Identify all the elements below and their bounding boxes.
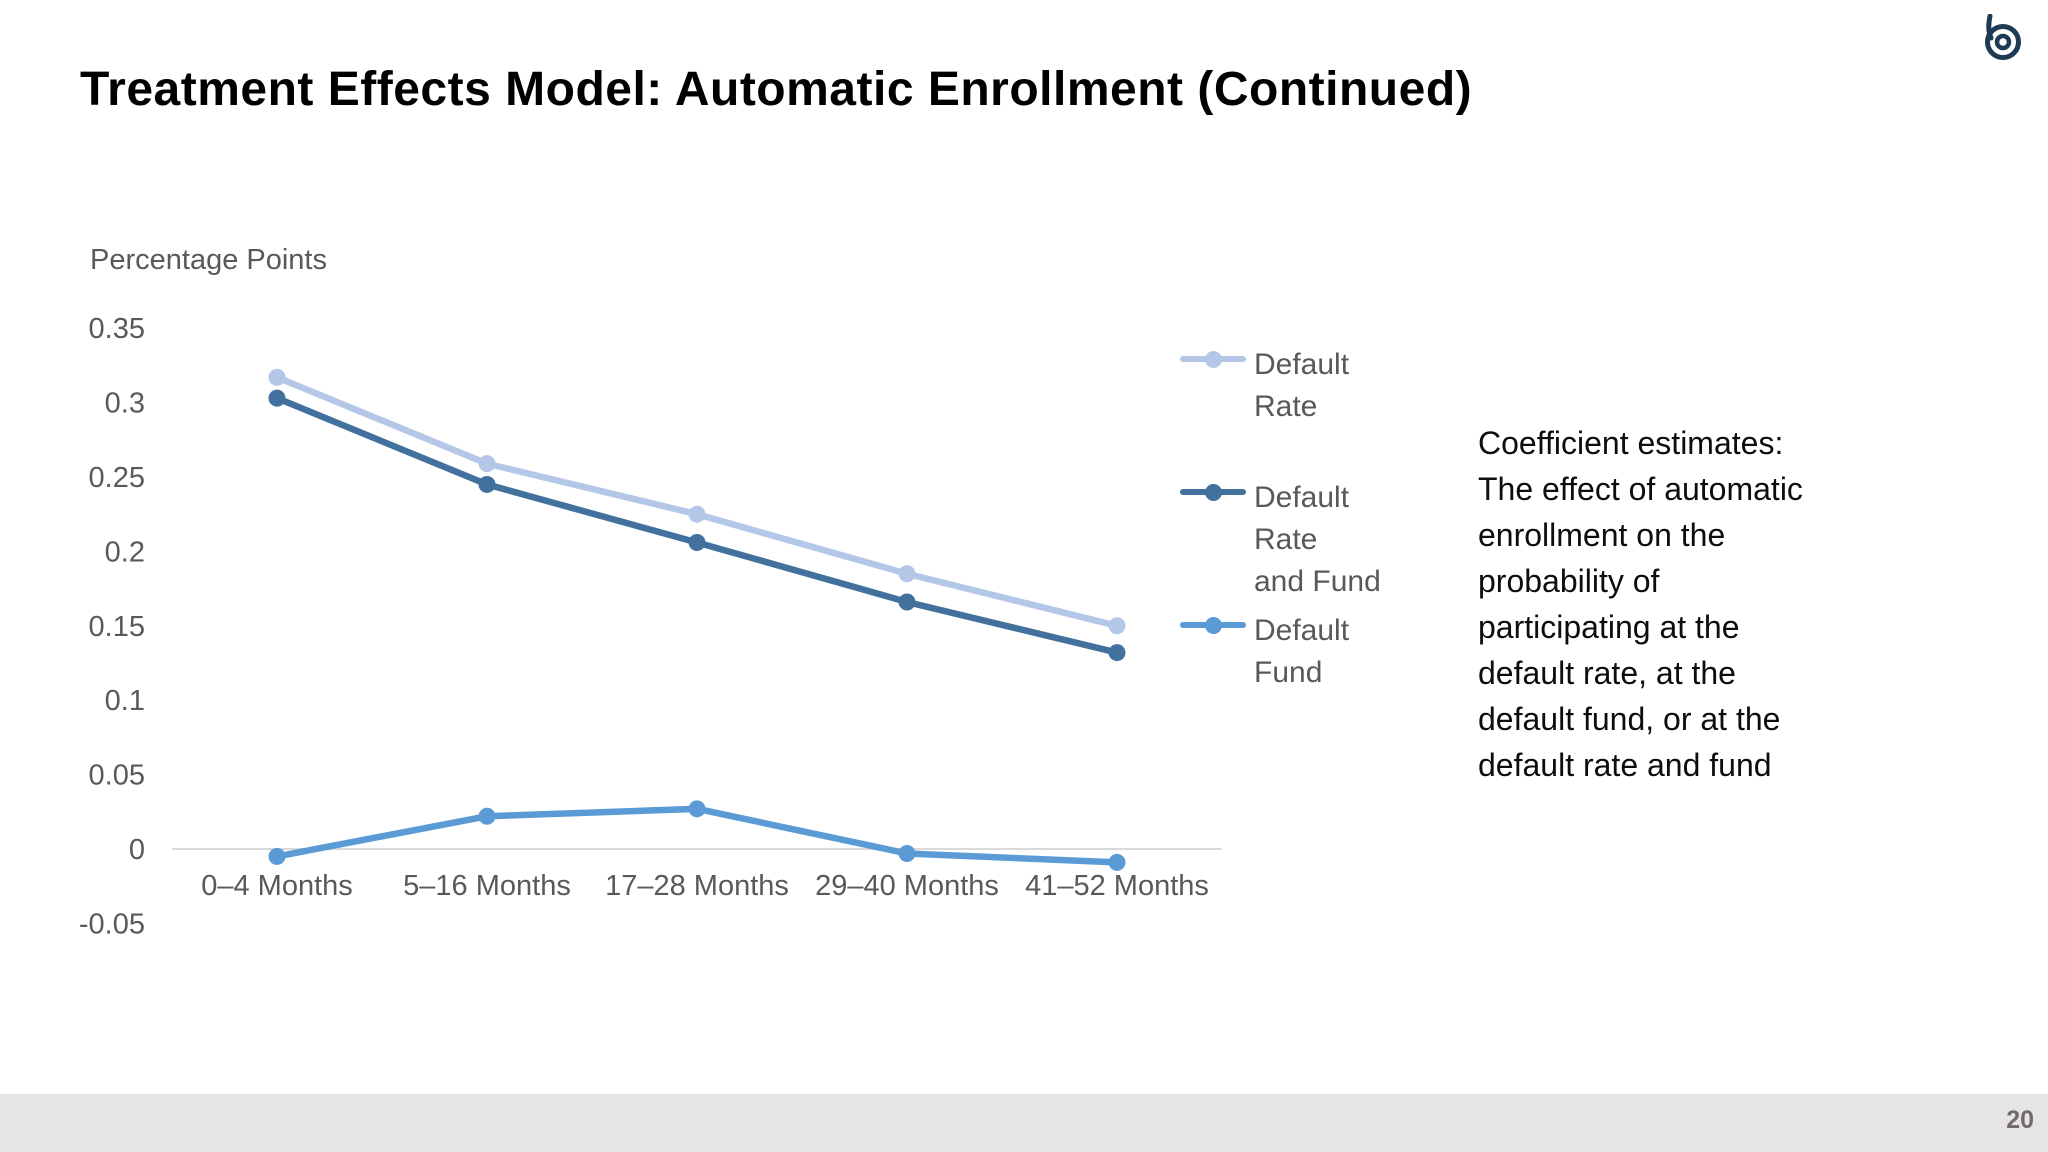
data-point-marker	[688, 505, 706, 523]
x-axis-tick-label: 29–40 Months	[815, 870, 999, 902]
series-line	[273, 394, 1121, 656]
data-point-marker	[478, 475, 496, 493]
x-axis-tick-label: 41–52 Months	[1025, 870, 1209, 902]
page-number: 20	[2006, 1106, 2034, 1134]
data-point-marker	[1108, 617, 1126, 635]
b-spiral-logo-icon	[1985, 14, 2021, 60]
y-axis-tick-label: 0.35	[89, 313, 145, 345]
data-point-marker	[268, 368, 286, 386]
series-line	[273, 374, 1121, 630]
y-axis-tick-label: 0.15	[89, 611, 145, 643]
data-point-marker	[1108, 853, 1126, 871]
data-point-marker	[1108, 644, 1126, 662]
data-point-marker	[268, 389, 286, 407]
legend-item-default-fund: Default Fund	[1180, 610, 1349, 694]
data-point-marker	[268, 847, 286, 865]
y-axis-tick-label: 0.25	[89, 462, 145, 494]
y-axis-tick-label: 0.2	[105, 536, 145, 568]
chart-plot-area: 0.35 0.3 0.25 0.2 0.15 0.1 0.05 0 -0.05 0–4 Month…	[79, 313, 1222, 940]
data-point-marker	[898, 565, 916, 583]
line-chart: Percentage Points 0.35 0.3 0.25 0.2 0.15 0.1 0…	[60, 230, 1290, 940]
default-rate-and-fund-series-marker-icon	[1180, 477, 1246, 507]
y-axis-tick-label: 0.3	[105, 388, 145, 420]
x-axis-tick-label: 17–28 Months	[605, 870, 789, 902]
legend-label: Default Rate and Fund	[1254, 481, 1381, 598]
legend-item-default-rate: Default Rate	[1180, 344, 1349, 428]
y-axis-tick-label: 0.1	[105, 685, 145, 717]
data-point-marker	[688, 533, 706, 551]
footer-bar: 20	[0, 1094, 2048, 1152]
x-axis-tick-label: 0–4 Months	[201, 870, 353, 902]
data-point-marker	[898, 844, 916, 862]
data-point-marker	[688, 800, 706, 818]
x-axis-tick-label: 5–16 Months	[403, 870, 571, 902]
default-rate-series-marker-icon	[1180, 344, 1246, 374]
slide-title: Treatment Effects Model: Automatic Enrol…	[80, 63, 1473, 116]
data-point-marker	[478, 455, 496, 473]
y-axis-tick-label: 0.05	[89, 760, 145, 792]
legend-label: Default Rate	[1254, 348, 1350, 423]
legend-label: Default Fund	[1254, 614, 1350, 689]
annotation-text: Coefficient estimates: The effect of aut…	[1478, 425, 1803, 783]
y-axis-tick-label: -0.05	[79, 908, 145, 940]
default-fund-series-marker-icon	[1180, 610, 1246, 640]
y-axis-tick-label: 0	[129, 834, 145, 866]
y-axis-title: Percentage Points	[90, 244, 327, 276]
data-point-marker	[478, 807, 496, 825]
data-point-marker	[898, 593, 916, 611]
legend-item-default-rate-and-fund: Default Rate and Fund	[1180, 477, 1381, 603]
